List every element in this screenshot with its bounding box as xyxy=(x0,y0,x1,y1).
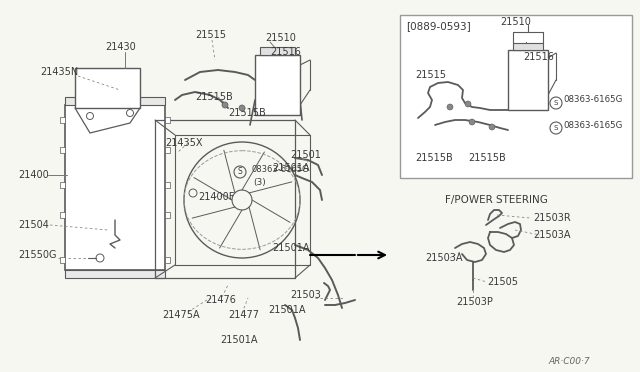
Bar xyxy=(60,182,65,188)
Bar xyxy=(75,68,140,108)
Bar xyxy=(60,257,65,263)
Bar xyxy=(60,117,65,123)
Text: 21505: 21505 xyxy=(487,277,518,287)
Bar xyxy=(508,50,548,110)
Text: 21515: 21515 xyxy=(415,70,446,80)
Bar xyxy=(165,212,170,218)
Bar xyxy=(65,105,165,270)
Text: 21400: 21400 xyxy=(18,170,49,180)
Text: 21501A: 21501A xyxy=(272,243,310,253)
Text: 21503A: 21503A xyxy=(533,230,570,240)
Text: 21504: 21504 xyxy=(18,220,49,230)
Text: 21501: 21501 xyxy=(290,150,321,160)
Bar xyxy=(165,257,170,263)
Text: 21510: 21510 xyxy=(265,33,296,43)
Text: 21501A: 21501A xyxy=(272,163,310,173)
Text: 21400F: 21400F xyxy=(198,192,234,202)
Text: 21503: 21503 xyxy=(290,290,321,300)
Text: 21515B: 21515B xyxy=(415,153,452,163)
Text: AR·C00·7: AR·C00·7 xyxy=(548,357,589,366)
Bar xyxy=(513,43,543,50)
Text: 21501A: 21501A xyxy=(220,335,257,345)
Bar xyxy=(260,47,295,55)
Bar xyxy=(255,55,300,115)
Text: 21515B: 21515B xyxy=(228,108,266,118)
Circle shape xyxy=(239,105,245,111)
Text: 21501A: 21501A xyxy=(268,305,305,315)
Text: 08363-6165G: 08363-6165G xyxy=(252,166,310,174)
Text: 21515B: 21515B xyxy=(468,153,506,163)
Bar xyxy=(165,117,170,123)
Circle shape xyxy=(489,124,495,130)
Text: 21435N: 21435N xyxy=(40,67,78,77)
Text: 21477: 21477 xyxy=(228,310,259,320)
Bar xyxy=(60,147,65,153)
Text: S: S xyxy=(554,125,558,131)
Text: 21515B: 21515B xyxy=(195,92,233,102)
Text: F/POWER STEERING: F/POWER STEERING xyxy=(445,195,548,205)
Circle shape xyxy=(465,101,471,107)
Text: S: S xyxy=(237,167,243,176)
Bar xyxy=(65,270,165,278)
Text: 21510: 21510 xyxy=(500,17,531,27)
Text: 08363-6165G: 08363-6165G xyxy=(563,96,622,105)
Text: 08363-6165G: 08363-6165G xyxy=(563,121,622,129)
Circle shape xyxy=(469,119,475,125)
Text: 21435X: 21435X xyxy=(165,138,202,148)
Text: 21503P: 21503P xyxy=(456,297,493,307)
Text: 21503R: 21503R xyxy=(533,213,571,223)
Text: 21475A: 21475A xyxy=(162,310,200,320)
Bar xyxy=(165,147,170,153)
Circle shape xyxy=(447,104,453,110)
Text: 21515: 21515 xyxy=(195,30,226,40)
Bar xyxy=(60,212,65,218)
Text: 21503A: 21503A xyxy=(425,253,463,263)
Bar xyxy=(400,15,632,178)
Circle shape xyxy=(222,102,228,108)
Text: (3): (3) xyxy=(253,177,266,186)
Text: 21430: 21430 xyxy=(105,42,136,52)
Text: [0889-0593]: [0889-0593] xyxy=(406,21,471,31)
Text: 21516: 21516 xyxy=(523,52,554,62)
Text: 21516: 21516 xyxy=(270,47,301,57)
Text: 21476: 21476 xyxy=(205,295,236,305)
Bar xyxy=(65,97,165,105)
Text: 21550G: 21550G xyxy=(18,250,56,260)
Bar xyxy=(165,182,170,188)
Text: S: S xyxy=(554,100,558,106)
